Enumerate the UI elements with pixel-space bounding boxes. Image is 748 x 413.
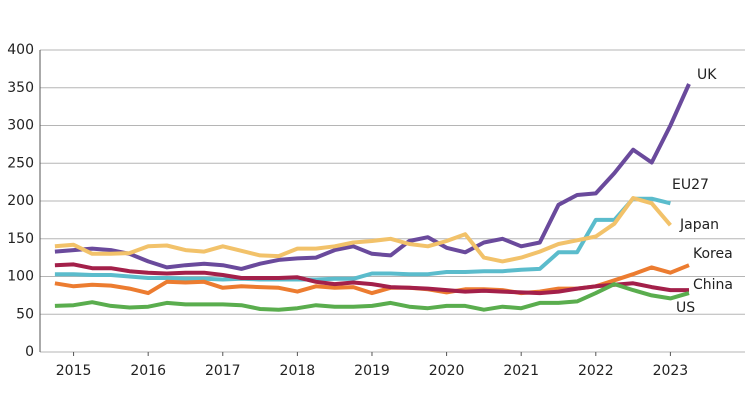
- y-tick-label: 200: [7, 193, 34, 209]
- y-tick-label: 100: [7, 269, 34, 285]
- series-line: [54, 282, 690, 312]
- x-tick-label: 2020: [429, 363, 465, 379]
- series-label: EU27: [672, 177, 709, 193]
- series-label: UK: [697, 67, 717, 83]
- x-tick-label: 2021: [503, 363, 539, 379]
- y-tick-label: 350: [7, 80, 34, 96]
- series-line: [54, 196, 672, 264]
- series-line: [54, 196, 671, 282]
- series-line: [54, 83, 691, 271]
- x-tick-label: 2015: [56, 363, 92, 379]
- x-tick-label: 2018: [280, 363, 316, 379]
- x-tick-label: 2019: [354, 363, 390, 379]
- x-tick-label: 2016: [130, 363, 166, 379]
- y-tick-label: 0: [25, 344, 34, 360]
- x-tick-label: 2023: [653, 363, 689, 379]
- y-tick-label: 50: [16, 306, 34, 322]
- series-label: US: [676, 300, 695, 316]
- series-label: Japan: [679, 217, 719, 233]
- series-label: Korea: [693, 246, 733, 262]
- x-tick-label: 2017: [205, 363, 241, 379]
- series-label: China: [693, 277, 733, 293]
- y-tick-label: 250: [7, 155, 34, 171]
- y-tick-label: 400: [7, 42, 34, 58]
- x-tick-label: 2022: [578, 363, 614, 379]
- y-tick-label: 150: [7, 231, 34, 247]
- series-line: [54, 262, 689, 296]
- y-tick-label: 300: [7, 118, 34, 134]
